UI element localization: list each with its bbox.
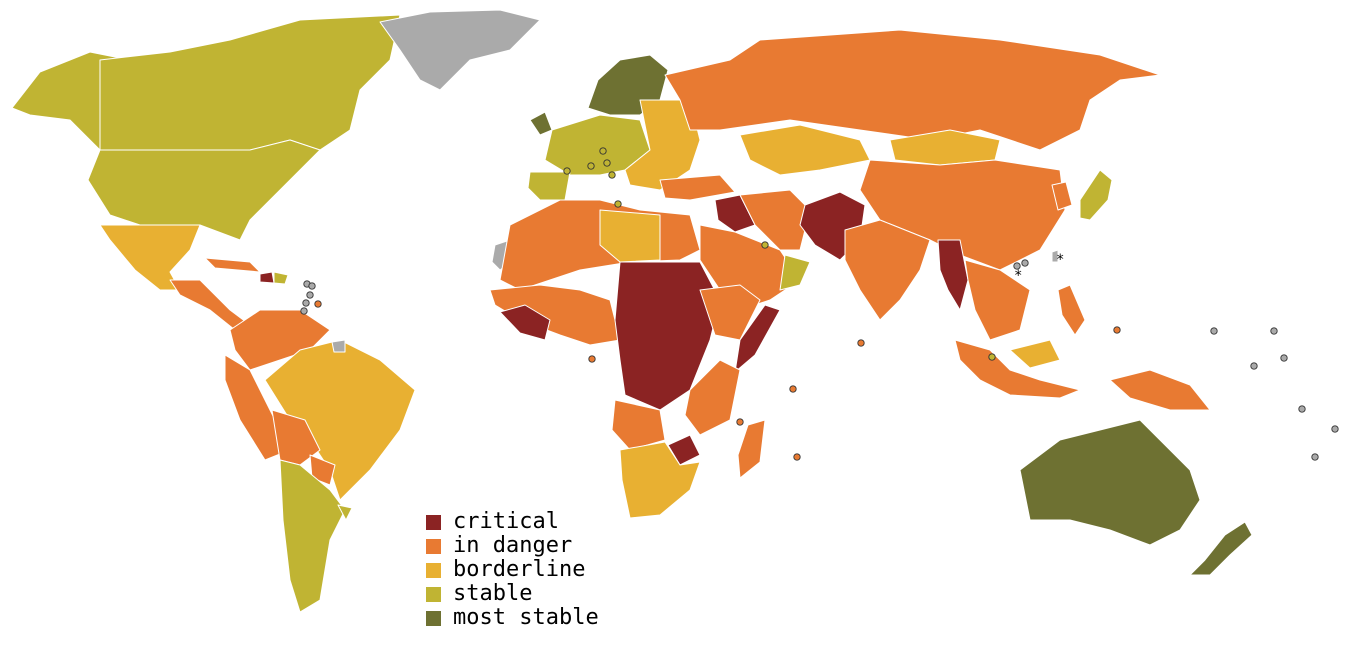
legend-label-critical: critical [453,509,559,534]
papua-region [1109,369,1211,411]
greenland-region [379,9,541,91]
peru-ecuador-region [224,354,291,461]
island-marker [1280,354,1288,362]
island-markers [300,147,1339,461]
russia-region [664,29,1161,151]
island-marker [1298,405,1306,413]
uruguay-region [337,504,353,521]
libya-region [599,209,661,263]
central-america-region [169,279,251,331]
haiti-region [259,271,275,284]
korea-region [1051,181,1073,211]
legend-item-stable: stable [426,582,599,606]
island-marker [1250,362,1258,370]
island-marker [1021,259,1029,267]
philippines-region [1057,284,1086,336]
horn-of-africa-region [699,284,761,341]
central-africa-region [614,261,721,411]
island-marker [314,300,322,308]
madagascar-region [737,419,766,479]
asterisk-taiwan: * [1056,252,1064,268]
liberia-ivorycoast-region [499,304,551,341]
island-marker [587,162,595,170]
island-marker [761,241,769,249]
malaysia-region [1009,339,1061,369]
taiwan-region [1051,249,1059,263]
island-marker [1311,453,1319,461]
legend-swatch-borderline [426,562,441,578]
legend-swatch-stable [426,586,441,602]
legend: critical in danger borderline stable mos… [426,510,599,630]
island-marker [603,159,611,167]
new-zealand-region [1189,521,1253,576]
myanmar-region [937,239,969,311]
legend-item-borderline: borderline [426,558,599,582]
legend-swatch-critical [426,514,441,530]
island-marker [308,282,316,290]
paraguay-region [309,454,336,486]
southern-africa-region [619,441,701,519]
dominican-region [273,271,289,285]
chile-argentina-region [279,459,346,613]
legend-swatch-in-danger [426,538,441,554]
island-marker [588,355,596,363]
asterisk-hongkong: * [1014,268,1022,284]
legend-label-stable: stable [453,581,533,606]
iraq-region [714,194,756,233]
usa-region [87,139,321,241]
island-marker [789,385,797,393]
cuba-region [204,257,261,273]
southeast-asia-region [964,259,1031,341]
uk-ireland-region [529,111,553,136]
east-africa-region [684,359,741,436]
island-marker [608,171,616,179]
legend-label-in-danger: in danger [453,533,573,558]
island-marker [306,291,314,299]
iberia-region [527,171,571,201]
canada-region [99,14,401,151]
legend-item-critical: critical [426,510,599,534]
kazakhstan-region [739,124,871,176]
somalia-region [734,304,781,373]
legend-item-most-stable: most stable [426,606,599,630]
legend-item-in-danger: in danger [426,534,599,558]
island-marker [614,200,622,208]
island-marker [793,453,801,461]
india-region [844,219,931,321]
island-marker [1270,327,1278,335]
island-marker [857,339,865,347]
china-region [859,159,1066,271]
island-marker [300,307,308,315]
island-marker [1210,327,1218,335]
indonesia-region [954,339,1081,399]
island-marker [563,167,571,175]
iran-region [739,189,811,251]
island-marker [302,299,310,307]
island-marker [1013,262,1021,270]
island-marker [736,418,744,426]
turkey-region [659,174,736,201]
australia-region [1019,419,1201,546]
legend-label-most-stable: most stable [453,605,599,630]
island-marker [988,353,996,361]
island-marker [599,147,607,155]
legend-swatch-most-stable [426,610,441,626]
guyana-region [331,339,346,353]
island-marker [1113,326,1121,334]
oman-region [779,254,811,291]
island-marker [1331,425,1339,433]
legend-label-borderline: borderline [453,557,586,582]
japan-region [1079,169,1113,221]
